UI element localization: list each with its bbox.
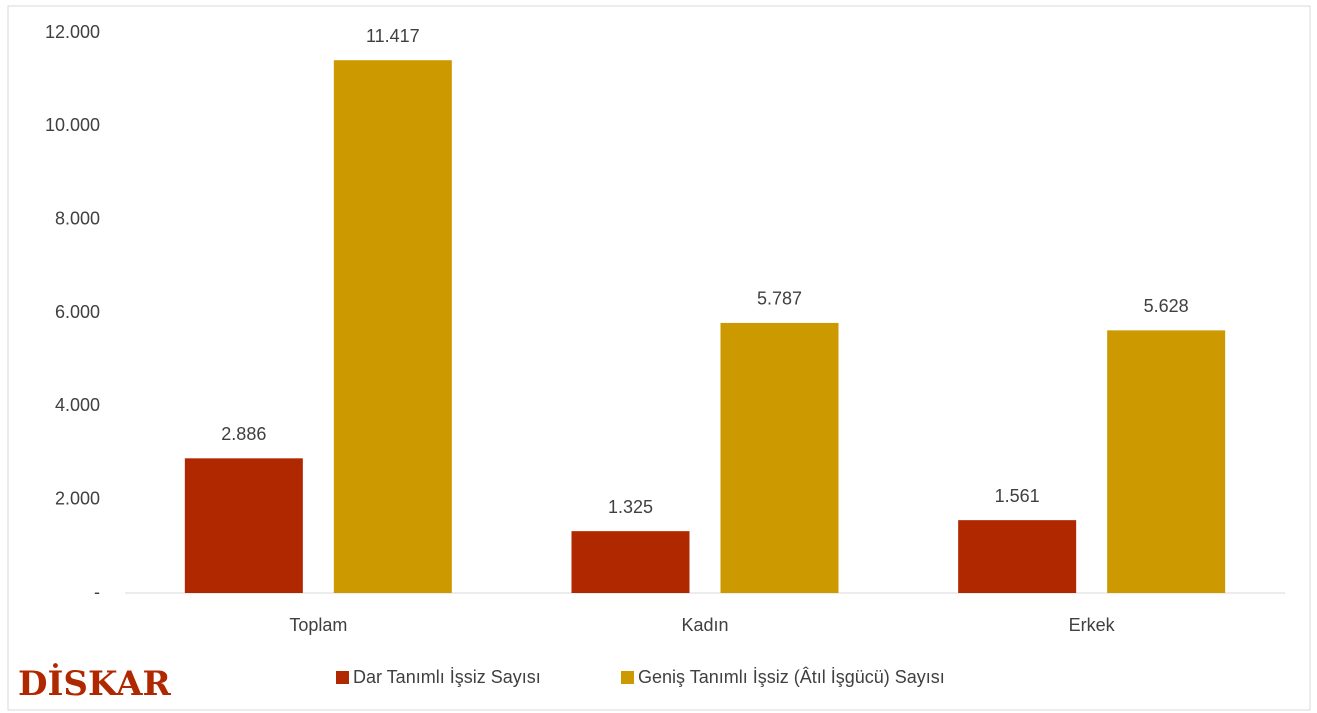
y-tick-label: 10.000 [45, 115, 100, 135]
value-label: 11.417 [366, 26, 420, 46]
legend-label: Geniş Tanımlı İşsiz (Âtıl İşgücü) Sayısı [638, 667, 945, 687]
legend-swatch [621, 671, 634, 684]
x-tick-label: Erkek [1069, 615, 1116, 635]
bar [333, 60, 452, 593]
bar [571, 531, 690, 593]
value-label: 5.787 [757, 289, 802, 309]
legend-label: Dar Tanımlı İşsiz Sayısı [353, 667, 541, 687]
value-label: 1.561 [995, 486, 1040, 506]
value-label: 5.628 [1144, 296, 1189, 316]
y-tick-label: 8.000 [55, 208, 100, 228]
y-tick-label: 2.000 [55, 488, 100, 508]
x-tick-label: Kadın [681, 615, 728, 635]
value-label: 2.886 [221, 424, 266, 444]
y-tick-label: 12.000 [45, 22, 100, 42]
value-label: 1.325 [608, 497, 653, 517]
bar [720, 322, 839, 593]
bar [1107, 330, 1226, 593]
logo: DİSKAR [18, 663, 171, 704]
bar [184, 458, 303, 593]
y-tick-label: 4.000 [55, 395, 100, 415]
bar [958, 520, 1077, 593]
x-tick-label: Toplam [289, 615, 347, 635]
y-tick-label: - [94, 582, 100, 602]
legend-swatch [336, 671, 349, 684]
y-tick-label: 6.000 [55, 302, 100, 322]
